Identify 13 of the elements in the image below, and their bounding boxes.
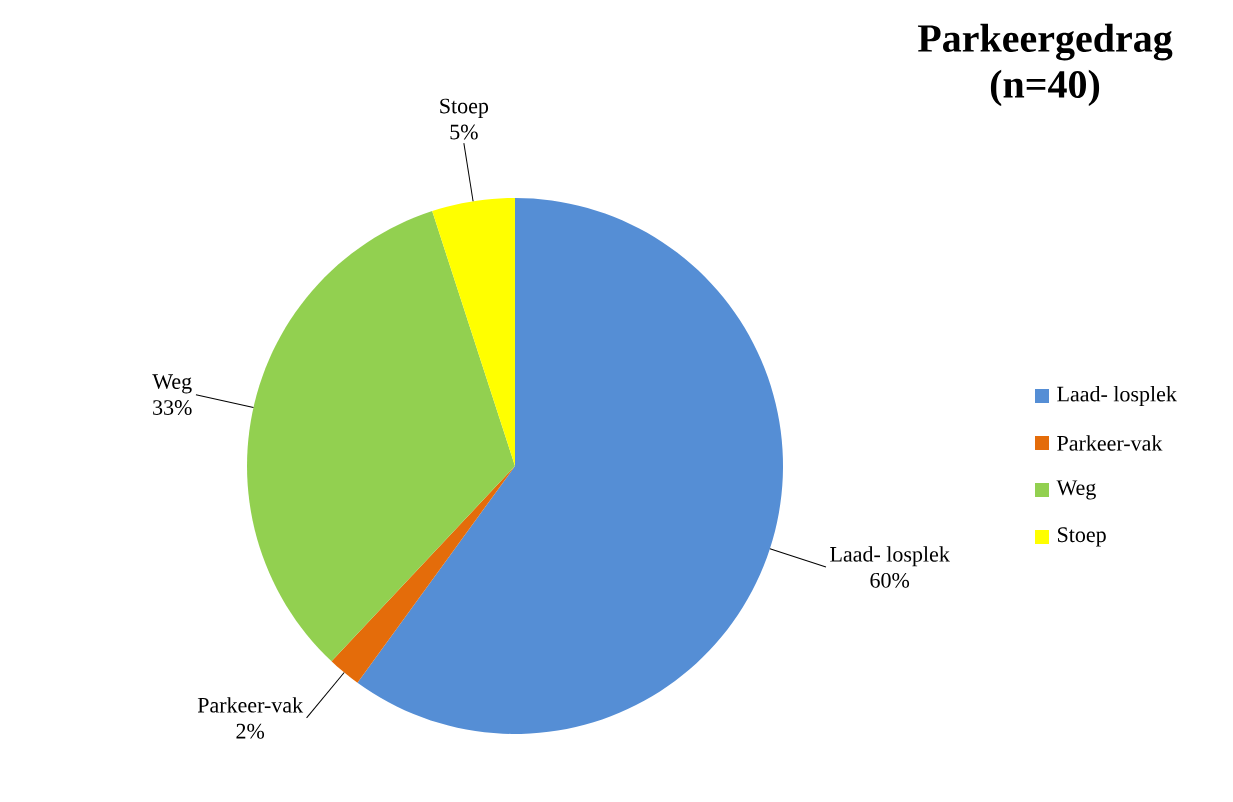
- legend-label: Weg: [1056, 480, 1096, 500]
- slice-label: Weg: [152, 374, 192, 394]
- legend-label: Parkeer-vak: [1057, 435, 1163, 451]
- chart-title: Parkeergedrag (n=40): [917, 23, 1173, 107]
- legend-label: Laad- losplek: [1057, 386, 1177, 406]
- data-label: 33%: [153, 400, 192, 415]
- data-label: 5%: [450, 124, 478, 140]
- data-label: 60%: [870, 572, 910, 588]
- slice-label: Stoep: [440, 98, 489, 118]
- slice-label: Parkeer-vak: [197, 697, 304, 713]
- slice-label: Laad- losplek: [830, 546, 950, 567]
- legend-label: Stoep: [1058, 527, 1106, 547]
- data-label: 2%: [236, 723, 265, 739]
